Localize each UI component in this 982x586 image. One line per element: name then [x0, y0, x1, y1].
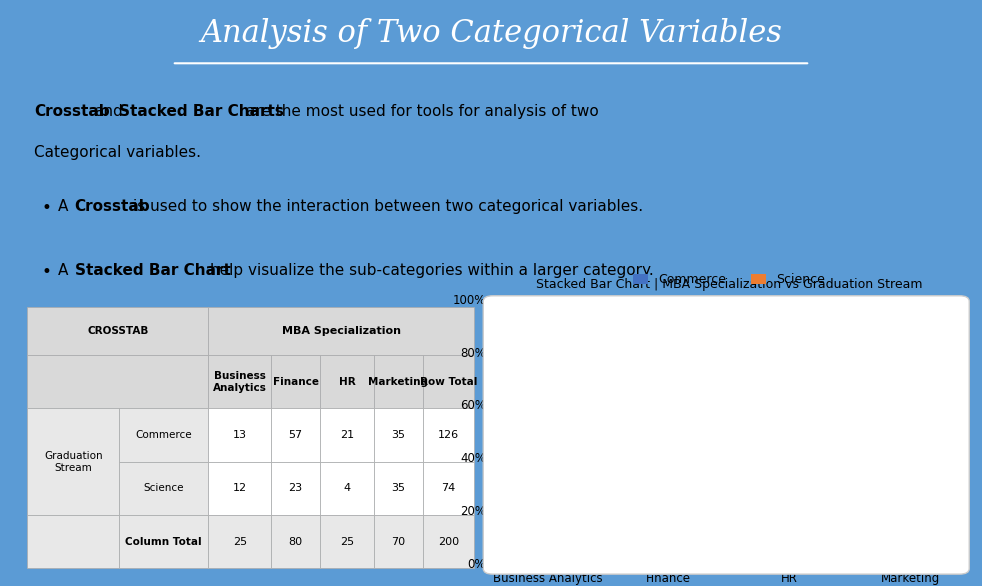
- FancyBboxPatch shape: [423, 408, 474, 462]
- Text: Categorical variables.: Categorical variables.: [33, 145, 200, 159]
- Text: 57: 57: [289, 430, 302, 440]
- FancyBboxPatch shape: [271, 355, 320, 408]
- Text: 16: 16: [781, 314, 798, 326]
- Text: •: •: [41, 199, 51, 216]
- FancyBboxPatch shape: [119, 515, 208, 568]
- Text: Crosstab: Crosstab: [75, 199, 150, 213]
- Text: Commerce: Commerce: [136, 430, 192, 440]
- Text: 25: 25: [340, 537, 355, 547]
- Text: Finance: Finance: [273, 377, 318, 387]
- Text: Row Total: Row Total: [420, 377, 477, 387]
- FancyBboxPatch shape: [208, 462, 271, 515]
- Text: 25: 25: [233, 537, 246, 547]
- Text: 28.8: 28.8: [653, 331, 683, 343]
- Text: 35: 35: [392, 483, 406, 493]
- Text: 23: 23: [289, 483, 302, 493]
- Bar: [518, 299, 577, 425]
- FancyBboxPatch shape: [423, 355, 474, 408]
- Text: Column Total: Column Total: [126, 537, 202, 547]
- FancyBboxPatch shape: [374, 515, 423, 568]
- FancyBboxPatch shape: [374, 408, 423, 462]
- FancyBboxPatch shape: [27, 307, 208, 355]
- Text: and: and: [94, 104, 123, 118]
- Bar: [881, 431, 941, 563]
- FancyBboxPatch shape: [208, 515, 271, 568]
- Bar: [638, 299, 699, 375]
- Text: Analysis of Two Categorical Variables: Analysis of Two Categorical Variables: [200, 18, 782, 49]
- Text: 12: 12: [233, 483, 246, 493]
- FancyBboxPatch shape: [27, 408, 119, 515]
- Text: Graduation
Stream: Graduation Stream: [44, 451, 102, 472]
- FancyBboxPatch shape: [320, 355, 374, 408]
- FancyBboxPatch shape: [208, 307, 474, 355]
- Legend: Commerce, Science: Commerce, Science: [628, 268, 830, 291]
- Text: Business
Analytics: Business Analytics: [213, 371, 267, 393]
- Text: 84: 84: [781, 445, 798, 458]
- Text: 50: 50: [902, 490, 919, 503]
- Text: 50: 50: [902, 358, 919, 372]
- FancyBboxPatch shape: [423, 515, 474, 568]
- Text: Stacked Bar Charts: Stacked Bar Charts: [119, 104, 284, 118]
- Text: 200: 200: [438, 537, 460, 547]
- Text: Science: Science: [143, 483, 184, 493]
- Text: •: •: [41, 263, 51, 281]
- Title: Stacked Bar Chart | MBA Specialization vs Graduation Stream: Stacked Bar Chart | MBA Specialization v…: [536, 278, 922, 291]
- FancyBboxPatch shape: [119, 408, 208, 462]
- Text: 52: 52: [539, 488, 556, 500]
- Text: Marketing: Marketing: [368, 377, 428, 387]
- Text: 35: 35: [392, 430, 406, 440]
- Bar: [759, 299, 820, 341]
- FancyBboxPatch shape: [374, 462, 423, 515]
- Text: Stacked Bar Chart: Stacked Bar Chart: [75, 263, 231, 278]
- FancyBboxPatch shape: [374, 355, 423, 408]
- Text: 74: 74: [442, 483, 456, 493]
- FancyBboxPatch shape: [483, 296, 969, 574]
- Text: help visualize the sub-categories within a larger category.: help visualize the sub-categories within…: [210, 263, 654, 278]
- FancyBboxPatch shape: [320, 515, 374, 568]
- Text: MBA Specialization: MBA Specialization: [282, 326, 401, 336]
- FancyBboxPatch shape: [271, 408, 320, 462]
- Text: CROSSTAB: CROSSTAB: [87, 326, 148, 336]
- Bar: [518, 425, 577, 563]
- Text: 71.2: 71.2: [653, 462, 684, 475]
- FancyBboxPatch shape: [423, 462, 474, 515]
- Text: 70: 70: [391, 537, 406, 547]
- Text: 21: 21: [340, 430, 355, 440]
- Bar: [759, 341, 820, 563]
- FancyBboxPatch shape: [320, 408, 374, 462]
- FancyBboxPatch shape: [208, 355, 271, 408]
- FancyBboxPatch shape: [271, 515, 320, 568]
- FancyBboxPatch shape: [27, 355, 208, 408]
- Text: 126: 126: [438, 430, 460, 440]
- Text: A: A: [58, 263, 73, 278]
- FancyBboxPatch shape: [27, 515, 119, 568]
- Text: 48: 48: [539, 356, 556, 369]
- Bar: [638, 375, 699, 563]
- Text: are the most used for tools for analysis of two: are the most used for tools for analysis…: [246, 104, 599, 118]
- FancyBboxPatch shape: [208, 408, 271, 462]
- Text: HR: HR: [339, 377, 355, 387]
- FancyBboxPatch shape: [119, 462, 208, 515]
- Text: 80: 80: [289, 537, 302, 547]
- Text: Crosstab: Crosstab: [33, 104, 109, 118]
- Text: is used to show the interaction between two categorical variables.: is used to show the interaction between …: [133, 199, 643, 213]
- Text: 4: 4: [344, 483, 351, 493]
- Bar: [881, 299, 941, 431]
- Text: A: A: [58, 199, 73, 213]
- FancyBboxPatch shape: [320, 462, 374, 515]
- Text: 13: 13: [233, 430, 246, 440]
- FancyBboxPatch shape: [271, 462, 320, 515]
